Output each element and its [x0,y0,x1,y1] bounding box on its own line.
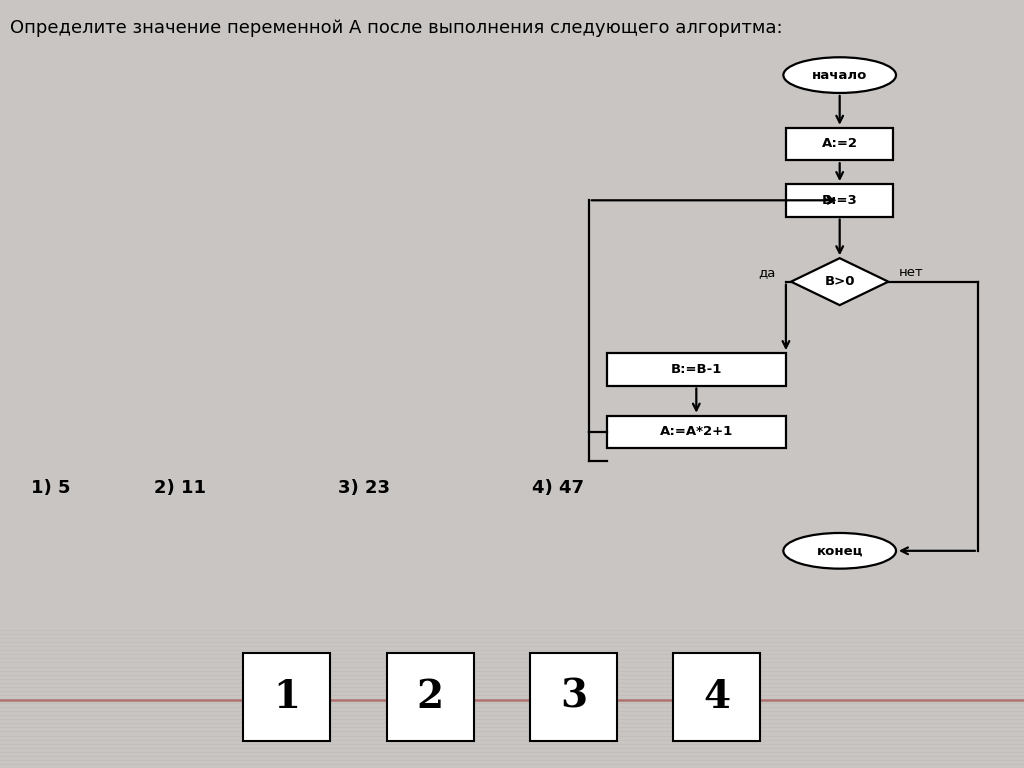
Bar [606,353,786,386]
Bar [387,653,473,741]
Text: 1: 1 [273,678,300,716]
Text: B:=3: B:=3 [822,194,857,207]
Text: B>0: B>0 [824,275,855,288]
Bar [530,653,616,741]
Bar [786,184,893,217]
Text: 4: 4 [703,678,730,716]
Text: 3) 23: 3) 23 [338,479,390,497]
Text: Определите значение переменной А после выполнения следующего алгоритма:: Определите значение переменной А после в… [10,18,783,37]
Bar [244,653,330,741]
Text: 1) 5: 1) 5 [31,479,71,497]
Text: B:=B-1: B:=B-1 [671,362,722,376]
Text: конец: конец [816,545,863,558]
Text: начало: начало [812,68,867,81]
Bar [606,415,786,449]
Ellipse shape [783,58,896,93]
Polygon shape [791,258,888,305]
Text: 2: 2 [417,678,443,716]
Text: да: да [759,266,776,279]
Text: 2) 11: 2) 11 [154,479,206,497]
Text: 4) 47: 4) 47 [532,479,585,497]
Text: нет: нет [899,266,924,279]
Bar [674,653,760,741]
Ellipse shape [783,533,896,568]
Text: A:=2: A:=2 [821,137,858,151]
Text: A:=A*2+1: A:=A*2+1 [659,425,733,439]
Text: 3: 3 [560,678,587,716]
Bar [786,127,893,161]
